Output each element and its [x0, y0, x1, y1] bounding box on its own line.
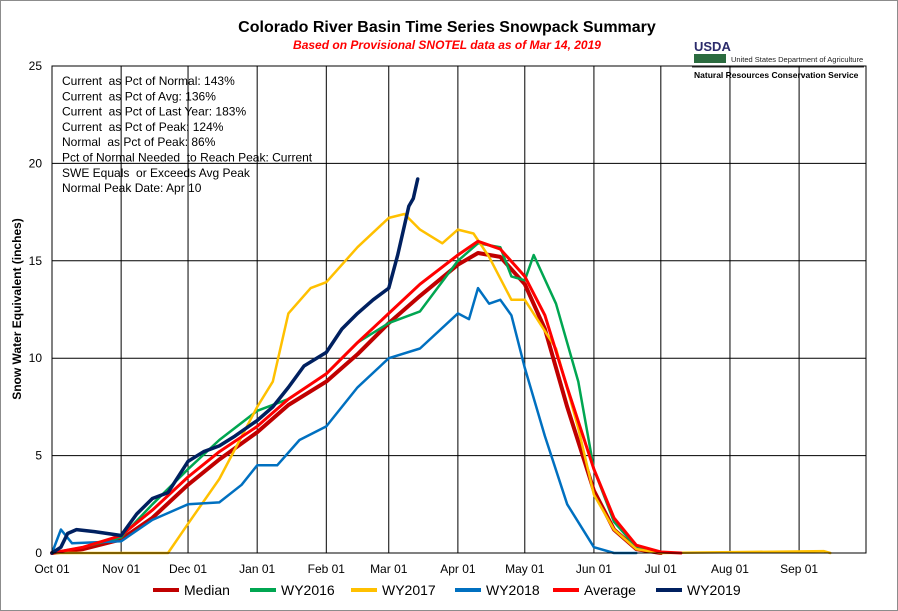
chart-title: Colorado River Basin Time Series Snowpac…: [238, 19, 656, 36]
y-tick-label: 5: [35, 449, 42, 463]
legend-label: WY2018: [486, 582, 540, 598]
chart-subtitle: Based on Provisional SNOTEL data as of M…: [293, 38, 601, 52]
y-ticks: 0 5 10 15 20 25: [29, 59, 43, 560]
x-tick-label: Jun 01: [576, 562, 612, 576]
stat-line: Current as Pct of Avg: 136%: [62, 89, 216, 103]
x-tick-label: Oct 01: [34, 562, 70, 576]
stat-line: Normal as Pct of Peak: 86%: [62, 135, 216, 149]
x-tick-label: Nov 01: [102, 562, 140, 576]
x-tick-label: Apr 01: [440, 562, 476, 576]
x-tick-label: Dec 01: [169, 562, 207, 576]
stats-box: Current as Pct of Normal: 143%Current as…: [62, 74, 313, 195]
y-tick-label: 25: [29, 59, 43, 73]
x-ticks: Oct 01 Nov 01 Dec 01 Jan 01 Feb 01 Mar 01 Apr …: [34, 562, 818, 576]
x-tick-label: Feb 01: [308, 562, 346, 576]
x-tick-label: Sep 01: [780, 562, 818, 576]
legend-label: Median: [184, 582, 230, 598]
usda-logo: USDA United States Department of Agricul…: [692, 39, 864, 80]
x-tick-label: Jul 01: [645, 562, 677, 576]
legend-label: Average: [584, 582, 636, 598]
series-line-wy2017: [50, 212, 832, 555]
x-tick-label: Jan 01: [239, 562, 275, 576]
stat-line: Current as Pct of Normal: 143%: [62, 74, 235, 88]
usda-logo-bar: [694, 54, 726, 63]
stat-line: Normal Peak Date: Apr 10: [62, 181, 202, 195]
series-line-average: [50, 239, 683, 555]
grid: [52, 66, 866, 553]
nrcs-text: Natural Resources Conservation Service: [694, 70, 859, 80]
series-line-wy2016: [50, 242, 663, 555]
stat-line: Pct of Normal Needed to Reach Peak: Curr…: [62, 151, 313, 165]
y-tick-label: 0: [35, 546, 42, 560]
stat-line: SWE Equals or Exceeds Avg Peak: [62, 166, 251, 180]
series-line-wy2019: [50, 177, 420, 555]
stat-line: Current as Pct of Peak: 124%: [62, 120, 224, 134]
y-tick-label: 10: [29, 351, 43, 365]
x-tick-label: Aug 01: [711, 562, 749, 576]
y-tick-label: 15: [29, 254, 43, 268]
usda-logo-mark: USDA: [694, 39, 731, 54]
usda-department-text: United States Department of Agriculture: [731, 55, 863, 64]
legend-label: WY2017: [382, 582, 436, 598]
series-line-wy2018: [50, 286, 638, 555]
legend-label: WY2016: [281, 582, 335, 598]
x-tick-label: May 01: [505, 562, 545, 576]
y-tick-label: 20: [29, 156, 43, 170]
legend-label: WY2019: [687, 582, 741, 598]
y-axis-label: Snow Water Equivalent (inches): [10, 218, 24, 400]
stat-line: Current as Pct of Last Year: 183%: [62, 105, 246, 119]
series-line-median: [50, 251, 663, 555]
legend: Median WY2016 WY2017 WY2018 Average WY2019: [153, 582, 741, 598]
x-tick-label: Mar 01: [370, 562, 408, 576]
series-lines: [50, 177, 832, 555]
plot-border: [51, 65, 867, 554]
